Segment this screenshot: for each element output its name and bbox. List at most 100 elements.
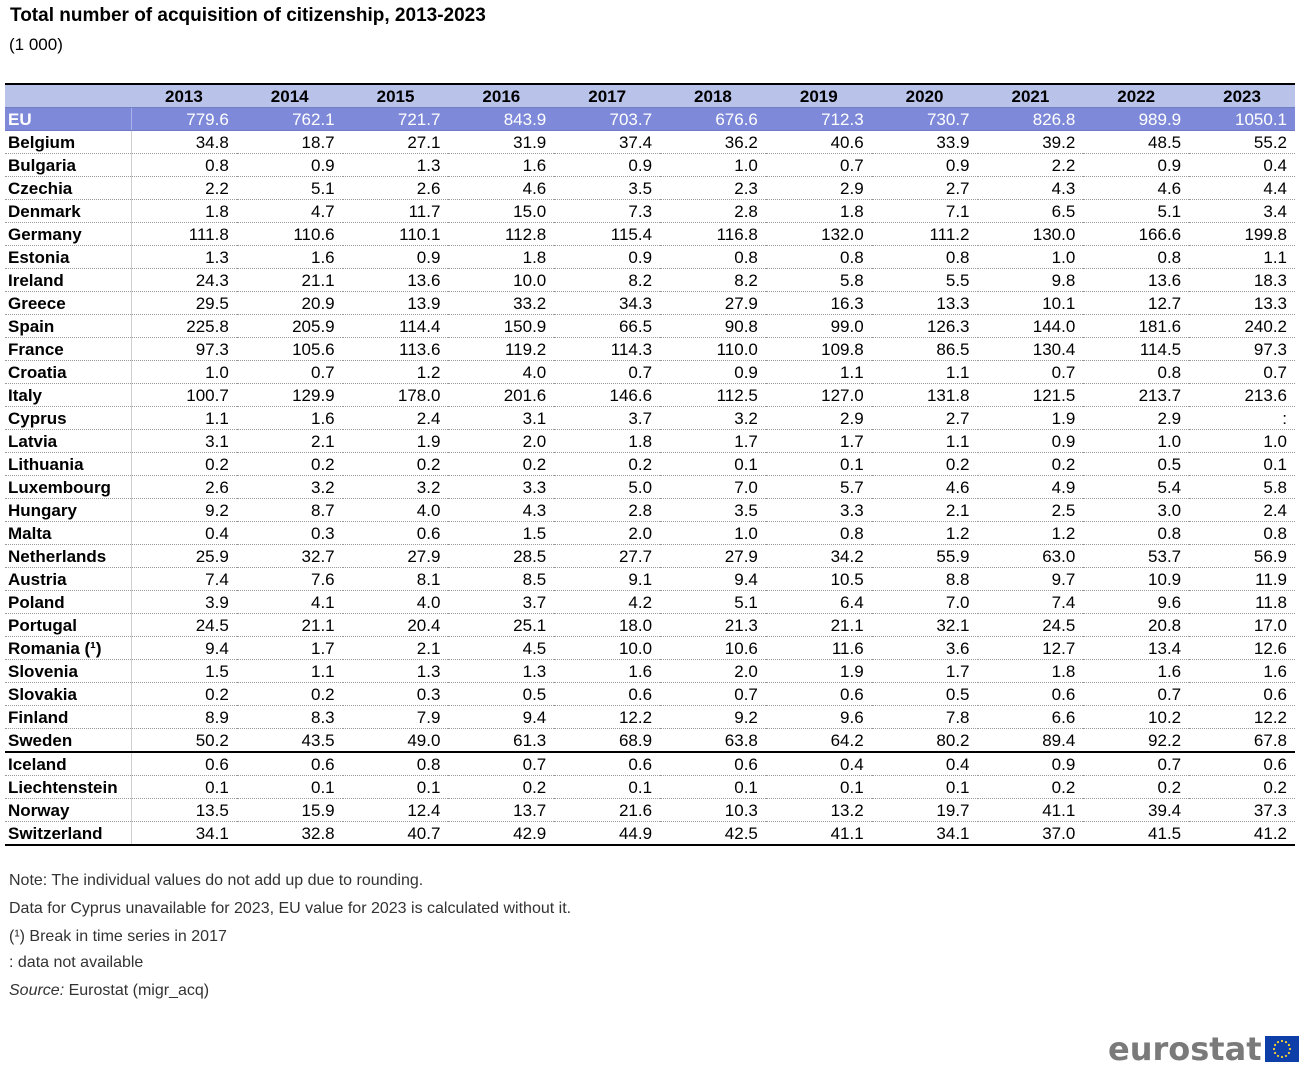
table-cell: 8.3 [236,705,343,729]
row-label: Lithuania [5,452,132,476]
table-cell: 0.7 [765,153,872,177]
table-cell: 0.5 [871,682,978,706]
table-cell: 48.5 [1083,130,1190,154]
table-cell: 13.4 [1083,636,1190,660]
table-cell: 843.9 [448,107,555,131]
row-label: Italy [5,383,132,407]
table-cell: 3.3 [448,475,555,499]
table-cell: 21.6 [554,798,661,822]
table-cell: 5.7 [765,475,872,499]
table-cell: 1.6 [1189,659,1295,683]
table-cell: 27.1 [342,130,449,154]
table-row: Greece 29.5 20.9 13.9 33.2 34.3 27.9 16.3 13.3 10… [5,291,1295,315]
table-cell: 762.1 [236,107,343,131]
table-cell: 10.3 [660,798,766,822]
table-row: Finland 8.9 8.3 7.9 9.4 12.2 9.2 9.6 7.8 6.6 10.2 1… [5,705,1295,729]
table-cell: 1.6 [236,406,343,430]
table-cell: 130.0 [977,222,1084,246]
table-row: Switzerland 34.1 32.8 40.7 42.9 44.9 42.5 41.1 3… [5,821,1295,846]
column-header-2014: 2014 [236,83,343,108]
table-cell: 20.4 [342,613,449,637]
table-row: Iceland 0.6 0.6 0.8 0.7 0.6 0.6 0.4 0.4 0.9 0.7 0.6 [5,752,1295,776]
table-cell: 37.4 [554,130,661,154]
table-cell: 0.1 [554,775,661,799]
row-label: Latvia [5,429,132,453]
table-cell: 97.3 [1189,337,1295,361]
table-cell: 27.7 [554,544,661,568]
table-cell: 2.2 [977,153,1084,177]
flag-star [1285,1040,1288,1044]
table-cell: 0.7 [236,360,343,384]
table-cell: 21.3 [660,613,766,637]
row-label: Cyprus [5,406,132,430]
table-cell: 24.5 [131,613,237,637]
table-cell: 0.2 [977,452,1084,476]
row-label: Slovenia [5,659,132,683]
table-cell: 0.1 [871,775,978,799]
table-cell: 111.8 [131,222,237,246]
table-cell: 119.2 [448,337,555,361]
table-cell: 1.3 [342,659,449,683]
table-cell: 3.1 [131,429,237,453]
table-cell: 3.7 [448,590,555,614]
row-label: Spain [5,314,132,338]
table-cell: 0.7 [660,682,766,706]
table-cell: 0.2 [131,682,237,706]
note-break-series: (¹) Break in time series in 2017 [9,928,227,945]
table-cell: 1.8 [765,199,872,223]
table-cell: 15.0 [448,199,555,223]
row-label: EU [5,107,132,131]
table-cell: 0.7 [977,360,1084,384]
row-label: Hungary [5,498,132,522]
table-cell: 4.2 [554,590,661,614]
table-cell: 8.1 [342,567,449,591]
table-cell: 3.2 [660,406,766,430]
table-cell: 1.1 [871,360,978,384]
row-label: Luxembourg [5,475,132,499]
table-cell: 127.0 [765,383,872,407]
column-header-2023: 2023 [1189,83,1295,108]
table-cell: 0.1 [236,775,343,799]
table-cell: 129.9 [236,383,343,407]
table-row: Slovenia 1.5 1.1 1.3 1.3 1.6 2.0 1.9 1.7 1.8 1.6 1.… [5,659,1295,683]
table-cell: 6.6 [977,705,1084,729]
table-row: Denmark 1.8 4.7 11.7 15.0 7.3 2.8 1.8 7.1 6.5 5.1 3… [5,199,1295,223]
table-cell: 4.1 [236,590,343,614]
table-cell: 4.5 [448,636,555,660]
table-cell: 2.4 [342,406,449,430]
notes: Note: The individual values do not add u… [9,870,571,1008]
table-cell: 0.8 [1083,521,1190,545]
table-cell: 0.8 [660,245,766,269]
table-cell: 0.6 [554,682,661,706]
table-cell: 64.2 [765,728,872,753]
table-cell: 114.5 [1083,337,1190,361]
column-header-2017: 2017 [554,83,661,108]
table-cell: 32.1 [871,613,978,637]
table-cell: 0.7 [1189,360,1295,384]
table-cell: 0.4 [1189,153,1295,177]
table-cell: 3.4 [1189,199,1295,223]
table-cell: 40.7 [342,821,449,846]
table-cell: 0.8 [1083,245,1190,269]
table-cell: 9.6 [1083,590,1190,614]
table-cell: 0.8 [131,153,237,177]
flag-star [1289,1047,1292,1051]
table-cell: 24.5 [977,613,1084,637]
table-row: France 97.3 105.6 113.6 119.2 114.3 110.0 109.8… [5,337,1295,361]
table-row: EU 779.6 762.1 721.7 843.9 703.7 676.6 712.3 730… [5,107,1295,131]
table-cell: 205.9 [236,314,343,338]
table-cell: 44.9 [554,821,661,846]
table-cell: 7.8 [871,705,978,729]
table-cell: 12.7 [977,636,1084,660]
table-cell: 56.9 [1189,544,1295,568]
table-cell: 1.7 [871,659,978,683]
table-cell: 150.9 [448,314,555,338]
table-cell: 1.5 [131,659,237,683]
table-row: Hungary 9.2 8.7 4.0 4.3 2.8 3.5 3.3 2.1 2.5 3.0 2.4 [5,498,1295,522]
table-cell: 12.6 [1189,636,1295,660]
table-cell: 33.2 [448,291,555,315]
table-cell: 0.8 [342,752,449,776]
table-cell: 213.6 [1189,383,1295,407]
table-cell: 181.6 [1083,314,1190,338]
table-cell: 201.6 [448,383,555,407]
